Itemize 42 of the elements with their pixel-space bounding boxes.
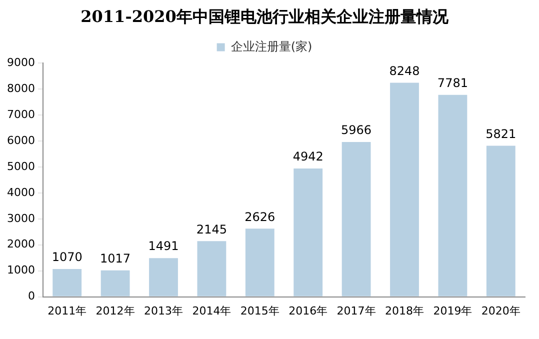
x-tick-label: 2012年 — [96, 304, 135, 318]
bar — [342, 142, 371, 296]
x-tick-label: 2019年 — [433, 304, 472, 318]
bar — [294, 168, 323, 296]
data-label: 1491 — [148, 239, 179, 254]
bar — [100, 270, 130, 296]
x-tick-label: 2017年 — [336, 304, 376, 318]
x-tick-label: 2016年 — [288, 304, 328, 318]
bar — [149, 258, 178, 296]
y-tick-label: 9000 — [6, 56, 35, 70]
data-label: 8248 — [389, 64, 420, 78]
data-label: 2145 — [196, 222, 227, 236]
data-label: 1070 — [52, 250, 82, 264]
y-tick-label: 0 — [28, 290, 35, 303]
bar — [197, 241, 226, 296]
bar — [438, 94, 468, 296]
data-label: 1017 — [100, 252, 131, 266]
data-label: 5966 — [341, 123, 372, 138]
x-tick-label: 2013年 — [144, 304, 183, 318]
data-label: 7781 — [437, 76, 468, 90]
legend-label: 企业注册量(家) — [230, 39, 312, 54]
bar — [486, 146, 516, 296]
x-tick-label: 2011年 — [48, 304, 87, 318]
y-tick-label: 5000 — [6, 160, 35, 173]
y-tick-label: 7000 — [6, 108, 35, 121]
y-tick-label: 6000 — [6, 134, 35, 147]
x-tick-label: 2018年 — [385, 304, 424, 318]
y-tick-label: 1000 — [6, 264, 35, 277]
bar — [52, 269, 82, 296]
x-tick-label: 2014年 — [192, 304, 232, 318]
x-tick-label: 2015年 — [240, 304, 280, 318]
bar — [390, 82, 419, 296]
data-label: 4942 — [292, 150, 324, 164]
x-tick-label: 2020年 — [481, 304, 520, 318]
data-label: 5821 — [486, 126, 516, 141]
y-tick-label: 2000 — [6, 238, 35, 251]
data-label: 2626 — [244, 210, 276, 224]
y-tick-label: 4000 — [6, 186, 35, 199]
bar — [245, 228, 274, 296]
y-tick-label: 3000 — [6, 212, 35, 225]
chart-title: 2011-2020年中国锂电池行业相关企业注册量情况 — [80, 6, 450, 26]
y-tick-label: 8000 — [6, 82, 35, 96]
